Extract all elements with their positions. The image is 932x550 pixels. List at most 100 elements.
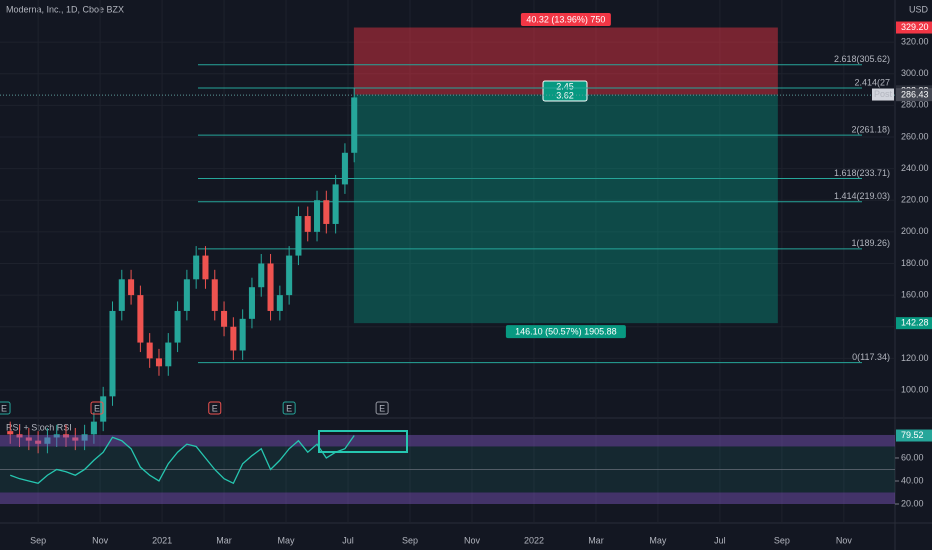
candle-body [81, 434, 88, 441]
candle-body [155, 358, 163, 367]
event-marker [208, 401, 222, 415]
x-tick-label: Nov [464, 535, 481, 545]
candle-body [239, 318, 246, 351]
rsi-annotation-box [318, 430, 408, 453]
x-tick-label: 2022 [524, 535, 544, 545]
x-tick-label: 2021 [152, 535, 172, 545]
candle-body [90, 421, 97, 435]
candle-body [248, 287, 255, 319]
candle-body [53, 434, 60, 438]
candle-body [221, 310, 228, 327]
candle-body [16, 434, 23, 438]
event-label: E [1, 403, 7, 413]
candle-body [35, 440, 42, 444]
y-tick-label: 240.00 [901, 163, 929, 173]
price-tag [896, 317, 932, 330]
price-tag [896, 89, 932, 102]
event-marker [375, 401, 389, 415]
event-label: E [94, 403, 100, 413]
candle-body [72, 437, 79, 441]
candle-body [323, 200, 330, 224]
candle-body [230, 326, 237, 351]
fib-label: 2(261.18) [851, 124, 890, 134]
x-tick-label: Sep [774, 535, 790, 545]
event-marker [0, 401, 11, 415]
currency: USD [909, 4, 929, 14]
event-marker [282, 401, 296, 415]
candle-body [118, 279, 125, 311]
center-label: 2.45 [556, 81, 574, 91]
fib-label: 2.414(27 [854, 77, 890, 87]
x-tick-label: Mar [216, 535, 232, 545]
candle-body [7, 431, 14, 435]
candle-body [44, 437, 51, 444]
target-zone [353, 94, 778, 324]
x-tick-label: May [649, 535, 667, 545]
candle-body [304, 216, 311, 232]
price-tag [896, 21, 932, 34]
post-label: Post [874, 89, 893, 99]
y-tick-label: 180.00 [901, 258, 929, 268]
y-tick-label: 200.00 [901, 226, 929, 236]
candle-body [183, 279, 190, 311]
candle-body [295, 216, 302, 256]
stop-label-bg [520, 13, 611, 26]
candle-body [267, 263, 274, 311]
x-tick-label: Mar [588, 535, 604, 545]
y-tick-label: 100.00 [901, 384, 929, 394]
candle-body [332, 184, 339, 224]
y-tick-label: 220.00 [901, 195, 929, 205]
rsi-tick-label: 40.00 [901, 475, 924, 485]
fib-label: 0(117.34) [852, 352, 890, 362]
chart-title: Moderna, Inc., 1D, Cboe BZX [6, 4, 124, 14]
candle-body [351, 97, 358, 153]
fib-label: 2.618(305.62) [834, 54, 890, 64]
candle-body [62, 434, 70, 438]
candle-body [174, 310, 181, 343]
y-tick-label: 280.00 [901, 100, 929, 110]
post-tag [872, 88, 894, 101]
price-tag-label: 286.43 [901, 90, 929, 100]
fib-label: 1(189.26) [851, 238, 890, 248]
center-label-bg [542, 80, 588, 102]
event-label: E [286, 403, 292, 413]
candle-body [276, 295, 283, 311]
y-tick-label: 320.00 [901, 36, 929, 46]
candle-body [258, 263, 265, 288]
candle-body [211, 279, 218, 311]
price-tag-label: 329.20 [901, 22, 929, 32]
rsi-line [10, 435, 355, 485]
x-tick-label: Sep [30, 535, 46, 545]
candle-body [25, 437, 32, 441]
target-label-bg [505, 325, 626, 339]
y-tick-label: 260.00 [901, 131, 929, 141]
x-tick-label: May [278, 535, 296, 545]
candle-body [314, 200, 321, 232]
candle-body [286, 255, 293, 296]
candle-body [137, 295, 144, 343]
price-tag-label: 142.28 [901, 318, 929, 328]
event-label: E [212, 403, 218, 413]
rsi-title: RSI + Stoch RSI [6, 422, 72, 432]
rsi-tick-label: 60.00 [901, 452, 924, 462]
candle-body [165, 342, 172, 367]
candle-body [341, 152, 348, 185]
candle-body [109, 310, 116, 397]
rsi-tick-label: 20.00 [901, 498, 924, 508]
rsi-value-tag [896, 429, 932, 442]
y-tick-label: 300.00 [901, 68, 929, 78]
x-tick-label: Jul [342, 535, 354, 545]
target-label: 146.10 (50.57%) 1905.88 [515, 327, 617, 337]
event-marker [90, 401, 104, 415]
rsi-lower-band [0, 492, 895, 504]
rsi-upper-band [0, 434, 895, 447]
x-tick-label: Sep [402, 535, 418, 545]
x-tick-label: Jul [714, 535, 726, 545]
y-tick-label: 160.00 [901, 289, 929, 299]
candle-body [202, 255, 209, 280]
event-label: E [379, 403, 385, 413]
candle-body [146, 342, 153, 359]
candle-body [128, 279, 135, 296]
